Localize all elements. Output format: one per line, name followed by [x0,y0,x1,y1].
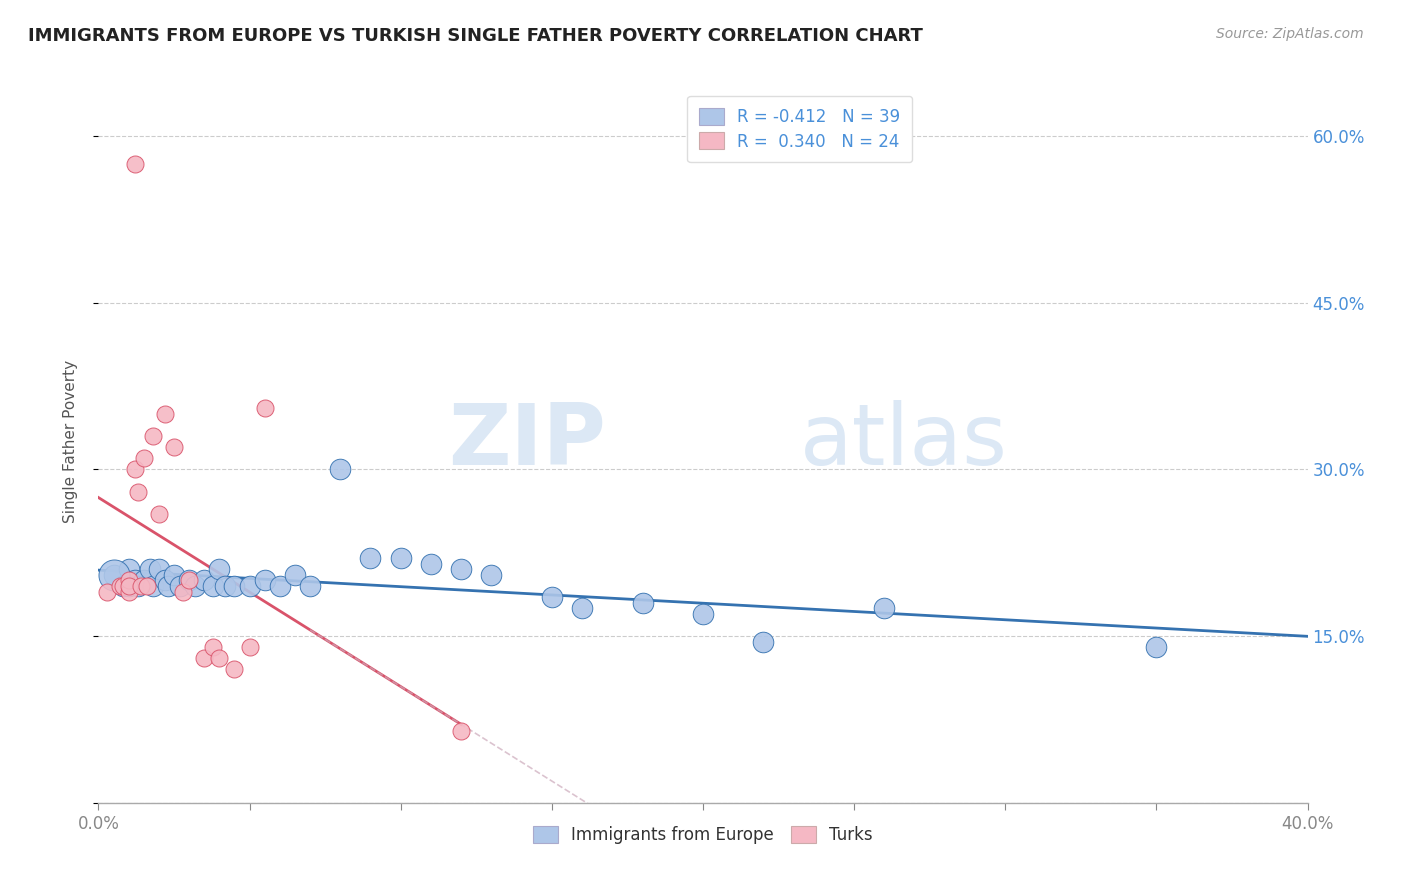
Legend: Immigrants from Europe, Turks: Immigrants from Europe, Turks [524,817,882,852]
Point [752,634,775,648]
Point [124,574,146,588]
Point [631,596,654,610]
Point [299,579,322,593]
Point [360,551,382,566]
Point [124,462,146,476]
Point [129,579,152,593]
Point [202,640,225,655]
Text: ZIP: ZIP [449,400,606,483]
Point [135,579,157,593]
Point [208,562,231,576]
Point [118,574,141,588]
Point [127,484,149,499]
Point [153,574,176,588]
Point [179,574,201,588]
Text: IMMIGRANTS FROM EUROPE VS TURKISH SINGLE FATHER POVERTY CORRELATION CHART: IMMIGRANTS FROM EUROPE VS TURKISH SINGLE… [28,27,922,45]
Point [481,568,503,582]
Point [239,579,262,593]
Y-axis label: Single Father Poverty: Single Father Poverty [63,360,77,523]
Point [224,579,246,593]
Point [169,579,191,593]
Point [111,579,134,593]
Point [118,579,141,593]
Point [118,584,141,599]
Point [179,574,201,588]
Point [193,651,215,665]
Point [224,662,246,676]
Point [148,507,170,521]
Point [873,601,896,615]
Point [156,579,179,593]
Point [118,579,141,593]
Point [389,551,412,566]
Point [172,584,194,599]
Text: atlas: atlas [800,400,1008,483]
Point [692,607,714,621]
Point [284,568,307,582]
Point [269,579,291,593]
Point [132,574,155,588]
Point [148,562,170,576]
Point [214,579,236,593]
Point [208,651,231,665]
Point [139,562,162,576]
Text: Source: ZipAtlas.com: Source: ZipAtlas.com [1216,27,1364,41]
Point [163,440,186,454]
Point [118,562,141,576]
Point [142,579,165,593]
Point [329,462,352,476]
Point [253,401,276,416]
Point [96,584,118,599]
Point [127,579,149,593]
Point [450,723,472,738]
Point [153,407,176,421]
Point [142,429,165,443]
Point [1144,640,1167,655]
Point [103,568,125,582]
Point [239,640,262,655]
Point [450,562,472,576]
Point [103,568,125,582]
Point [132,451,155,466]
Point [253,574,276,588]
Point [108,579,131,593]
Point [184,579,207,593]
Point [202,579,225,593]
Point [540,590,562,604]
Point [124,156,146,170]
Point [420,557,443,571]
Point [571,601,593,615]
Point [193,574,215,588]
Point [163,568,186,582]
Point [111,579,134,593]
